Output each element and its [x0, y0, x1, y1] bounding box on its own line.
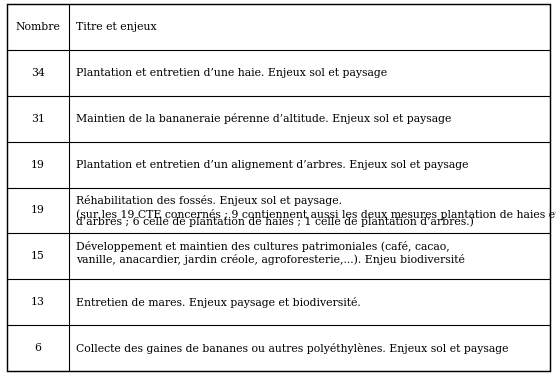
- Text: vanille, anacardier, jardin créole, agroforesterie,...). Enjeu biodiversité: vanille, anacardier, jardin créole, agro…: [76, 255, 465, 266]
- Text: Réhabilitation des fossés. Enjeux sol et paysage.: Réhabilitation des fossés. Enjeux sol et…: [76, 195, 342, 206]
- Text: 19: 19: [31, 206, 45, 216]
- Text: Nombre: Nombre: [16, 22, 61, 32]
- Text: 31: 31: [31, 114, 45, 124]
- Text: Plantation et entretien d’une haie. Enjeux sol et paysage: Plantation et entretien d’une haie. Enje…: [76, 68, 387, 78]
- Text: d’arbres ; 6 celle de plantation de haies ; 1 celle de plantation d’arbres.): d’arbres ; 6 celle de plantation de haie…: [76, 217, 474, 227]
- Text: 13: 13: [31, 297, 45, 307]
- Text: Entretien de mares. Enjeux paysage et biodiversité.: Entretien de mares. Enjeux paysage et bi…: [76, 297, 361, 308]
- Text: 6: 6: [34, 343, 42, 353]
- Text: 19: 19: [31, 159, 45, 170]
- Text: 15: 15: [31, 251, 45, 261]
- Text: Plantation et entretien d’un alignement d’arbres. Enjeux sol et paysage: Plantation et entretien d’un alignement …: [76, 159, 468, 170]
- Text: Maintien de la bananeraie pérenne d’altitude. Enjeux sol et paysage: Maintien de la bananeraie pérenne d’alti…: [76, 113, 451, 124]
- Text: Collecte des gaines de bananes ou autres polyéthylènes. Enjeux sol et paysage: Collecte des gaines de bananes ou autres…: [76, 343, 508, 354]
- Text: 34: 34: [31, 68, 45, 78]
- Text: Titre et enjeux: Titre et enjeux: [76, 22, 156, 32]
- Text: Développement et maintien des cultures patrimoniales (café, cacao,: Développement et maintien des cultures p…: [76, 241, 450, 252]
- Text: (sur les 19 CTE concernés ; 9 contiennent aussi les deux mesures plantation de h: (sur les 19 CTE concernés ; 9 contiennen…: [76, 209, 556, 219]
